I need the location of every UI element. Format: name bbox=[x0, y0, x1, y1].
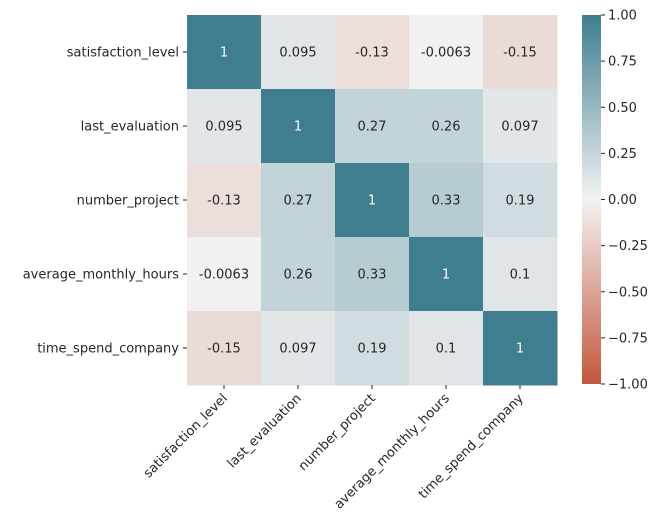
heatmap-cell bbox=[335, 311, 410, 386]
x-tick-labels: satisfaction_levellast_evaluationnumber_… bbox=[141, 385, 527, 512]
cell-value-label: 0.27 bbox=[284, 194, 313, 209]
heatmap-cells: 1 0.095 -0.13 -0.0063 -0.15 0.095 1 0.27 0.26 0.0… bbox=[187, 15, 558, 386]
cell-value-label: -0.15 bbox=[503, 46, 537, 61]
cell-value-label: 1 bbox=[294, 120, 302, 135]
y-tick-label: satisfaction_level bbox=[67, 46, 179, 61]
heatmap-cell bbox=[187, 163, 262, 238]
cell-value-label: 0.19 bbox=[506, 194, 535, 209]
cell-value-label: 0.26 bbox=[432, 120, 461, 135]
heatmap-cell bbox=[409, 15, 484, 90]
heatmap-cell bbox=[261, 15, 336, 90]
cell-value-label: 0.1 bbox=[510, 268, 531, 283]
cell-value-label: 0.095 bbox=[279, 46, 316, 61]
heatmap-cell bbox=[483, 89, 558, 164]
colorbar-tick-label: 0.50 bbox=[608, 101, 637, 116]
heatmap-cell bbox=[483, 311, 558, 386]
cell-value-label: 0.33 bbox=[358, 268, 387, 283]
heatmap-cell bbox=[261, 163, 336, 238]
heatmap-cell bbox=[483, 237, 558, 312]
y-tick-label: average_monthly_hours bbox=[23, 268, 179, 283]
y-tick-label: time_spend_company bbox=[37, 342, 179, 357]
colorbar-tick-label: −0.75 bbox=[608, 331, 648, 346]
colorbar-tick-label: 1.00 bbox=[608, 9, 637, 24]
heatmap-cell bbox=[409, 89, 484, 164]
colorbar-tick-label: −0.50 bbox=[608, 285, 648, 300]
heatmap-cell bbox=[335, 15, 410, 90]
heatmap-cell bbox=[335, 89, 410, 164]
heatmap-cell bbox=[409, 311, 484, 386]
cell-value-label: 0.33 bbox=[432, 194, 461, 209]
heatmap-cell bbox=[187, 15, 262, 90]
heatmap-cell bbox=[335, 237, 410, 312]
cell-value-label: 1 bbox=[516, 342, 524, 357]
cell-value-label: -0.13 bbox=[207, 194, 241, 209]
cell-value-label: 0.27 bbox=[358, 120, 387, 135]
x-tick-label: number_project bbox=[296, 391, 379, 474]
cell-value-label: -0.0063 bbox=[199, 268, 249, 283]
heatmap-cell bbox=[187, 237, 262, 312]
heatmap-cell bbox=[187, 89, 262, 164]
cell-value-label: 0.095 bbox=[205, 120, 242, 135]
heatmap-cell bbox=[261, 237, 336, 312]
colorbar-tick-label: 0.00 bbox=[608, 193, 637, 208]
cell-value-label: 0.097 bbox=[279, 342, 316, 357]
colorbar-tick-label: −1.00 bbox=[608, 378, 648, 393]
cell-value-label: -0.13 bbox=[355, 46, 389, 61]
cell-value-label: 1 bbox=[442, 268, 450, 283]
cell-value-label: 0.19 bbox=[358, 342, 387, 357]
heatmap-cell bbox=[261, 89, 336, 164]
cell-value-label: 1 bbox=[368, 194, 376, 209]
cell-value-label: -0.15 bbox=[207, 342, 241, 357]
heatmap-cell bbox=[483, 163, 558, 238]
y-tick-label: number_project bbox=[77, 194, 179, 209]
heatmap-cell bbox=[335, 163, 410, 238]
colorbar-tick-label: −0.25 bbox=[608, 239, 648, 254]
cell-value-label: 0.097 bbox=[501, 120, 538, 135]
x-tick-label: satisfaction_level bbox=[141, 391, 231, 481]
colorbar-tick-label: 0.25 bbox=[608, 147, 637, 162]
cell-value-label: -0.0063 bbox=[421, 46, 471, 61]
heatmap-cell bbox=[187, 311, 262, 386]
heatmap-cell bbox=[483, 15, 558, 90]
y-tick-labels: satisfaction_level last_evaluation number_… bbox=[23, 46, 187, 357]
x-tick-label: last_evaluation bbox=[225, 391, 305, 471]
cell-value-label: 1 bbox=[220, 46, 228, 61]
heatmap-cell bbox=[409, 237, 484, 312]
heatmap-cell bbox=[409, 163, 484, 238]
colorbar: 1.00 0.75 0.50 0.25 0.00 −0.25 −0.50 −0.75 −1.00 bbox=[582, 9, 648, 393]
cell-value-label: 0.1 bbox=[436, 342, 457, 357]
cell-value-label: 0.26 bbox=[284, 268, 313, 283]
colorbar-gradient bbox=[582, 15, 601, 384]
y-tick-label: last_evaluation bbox=[81, 120, 179, 135]
heatmap-cell bbox=[261, 311, 336, 386]
colorbar-tick-label: 0.75 bbox=[608, 55, 637, 70]
